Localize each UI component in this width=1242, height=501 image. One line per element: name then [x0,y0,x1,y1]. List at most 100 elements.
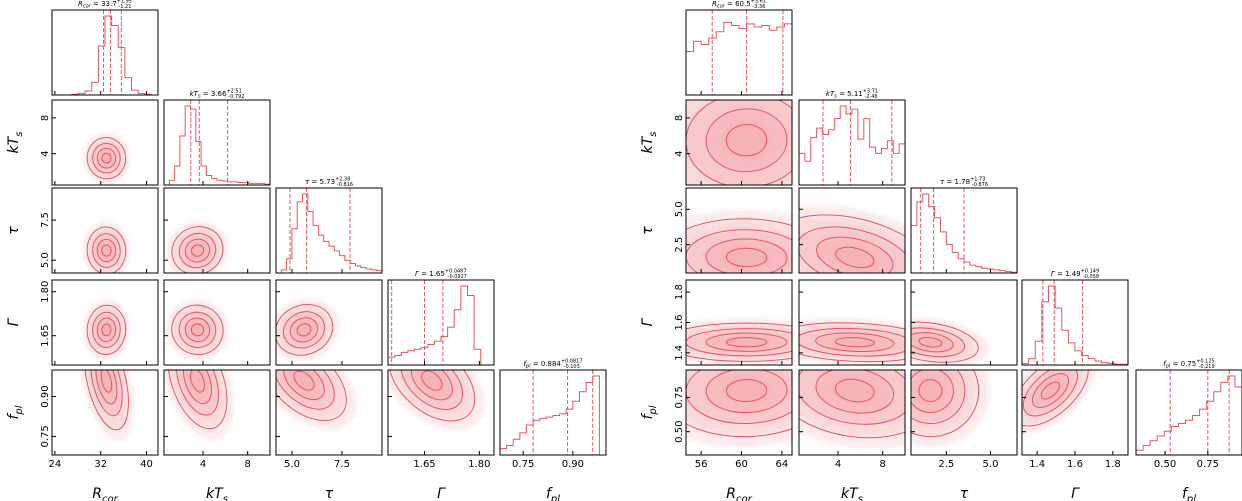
y-axis-label-fpl: fpl [6,405,25,419]
x-axis-label-kTs: kTs [841,486,863,501]
x-axis-label-tau: τ [325,486,334,501]
contour-level-3 [184,238,211,263]
y-tick-label: 0.75 [40,425,51,447]
y-tick-label: 5.0 [674,201,685,217]
x-tick-label: 24 [48,459,61,470]
density-fill [82,299,131,361]
y-axis-label-kTs: kTs [640,132,659,154]
contour-level-1 [911,321,979,363]
x-tick-label: 1.4 [1029,459,1045,470]
contour-level-3 [705,108,788,173]
contour-level-4 [421,370,443,391]
x-tick-label: 0.90 [562,459,584,470]
y-tick-label: 8 [40,115,51,121]
density-fill [82,221,131,273]
panel-frame [910,369,1018,456]
y-tick-label: 1.6 [674,315,685,331]
panel-frame [685,369,793,456]
panel-frame [163,369,271,456]
contour-level-1 [686,370,792,438]
histogram-step [164,105,270,185]
panel-frame [910,187,1018,274]
contour-level-3 [705,238,788,273]
x-tick-label: 0.75 [1197,459,1219,470]
title-tau: τ = 1.78+1.73 -0.876 [940,177,988,189]
panel-frame [387,279,495,366]
panel-kTs-vs-Gamma [798,279,906,366]
density-fill [686,318,792,365]
y-tick-label: 7.5 [40,212,51,228]
contour-level-2 [178,311,217,349]
x-axis-label-Rcor: Rcor [92,486,118,501]
panel-kTs-vs-tau [798,187,906,274]
density-fill [799,204,905,273]
contour-level-4 [190,323,205,337]
panel-kTs-hist: kTs = 5.11+3.71 -2.46 [798,89,906,186]
histogram-step [388,285,494,365]
contour-level-2 [400,370,463,410]
contour-level-3 [96,317,117,343]
contour-level-2 [178,232,217,269]
density-fill [686,209,792,273]
x-tick-label: 4 [835,459,841,470]
contour-level-4 [918,379,943,403]
contour-level-1 [799,214,905,273]
y-tick-label: 1.8 [674,284,685,300]
histogram-step [686,21,792,95]
x-tick-label: 1.6 [1067,459,1083,470]
contour-level-2 [92,311,121,348]
contour-level-4 [190,244,205,257]
histogram-step [500,375,606,455]
density-fill [79,370,134,442]
x-axis-label-Rcor: Rcor [726,486,752,501]
density-fill [799,318,905,365]
x-axis-label-kTs: kTs [206,486,228,501]
title-Gamma: Γ = 1.65+0.0487 -0.0927 [415,269,467,281]
x-axis-label-Gamma: Γ [1071,486,1080,501]
contour-level-1 [686,322,792,362]
contour-level-3 [289,317,319,343]
x-tick-label: 60 [735,459,748,470]
panel-frame [51,99,159,186]
panel-frame [685,187,793,274]
panel-frame [51,9,159,96]
panel-Rcor-vs-tau: 2.5 5.0 [674,187,793,274]
y-axis-label-tau: τ [640,226,656,235]
density-fill [165,220,230,273]
x-tick-label: 5.0 [983,459,999,470]
panel-tau-vs-Gamma [275,279,383,366]
x-tick-label: 1.65 [413,459,435,470]
panel-frame [163,187,271,274]
contour-level-3 [705,370,788,414]
density-fill [911,370,991,448]
panel-tau-hist: τ = 5.73+2.38 -0.816 [275,177,383,274]
contour-level-2 [92,142,121,174]
contour-level-1 [167,370,228,430]
contour-level-3 [95,370,118,405]
contour-level-4 [101,152,112,164]
contour-level-3 [96,147,117,169]
contour-level-2 [282,311,326,349]
y-axis-label-kTs: kTs [6,132,25,154]
contour-level-4 [834,378,875,403]
density-fill [686,370,792,448]
title-fpl: fpl = 0.884+0.0817 -0.103 [523,359,582,371]
contour-level-4 [725,247,768,268]
x-tick-label: 1.80 [468,459,490,470]
contour-level-3 [410,370,453,401]
x-tick-label: 2.5 [938,459,954,470]
x-tick-label: 8 [879,459,885,470]
panel-Gamma-vs-fpl: 1.4 1.6 1.8 [1021,369,1129,470]
contour-level-3 [182,370,212,405]
contour-level-4 [835,246,875,269]
panel-frame [275,369,383,456]
contour-level-1 [171,304,224,356]
panel-frame [685,99,793,186]
panel-frame [275,279,383,366]
contour-level-4 [834,337,875,348]
x-tick-label: 1.8 [1105,459,1121,470]
histogram-step [799,105,905,185]
title-kTs: kTs = 3.66+2.51 -0.792 [190,89,245,101]
panel-Rcor-hist: Rcor = 60.5+3.61 -3.36 [685,0,793,96]
density-fill [165,299,230,361]
